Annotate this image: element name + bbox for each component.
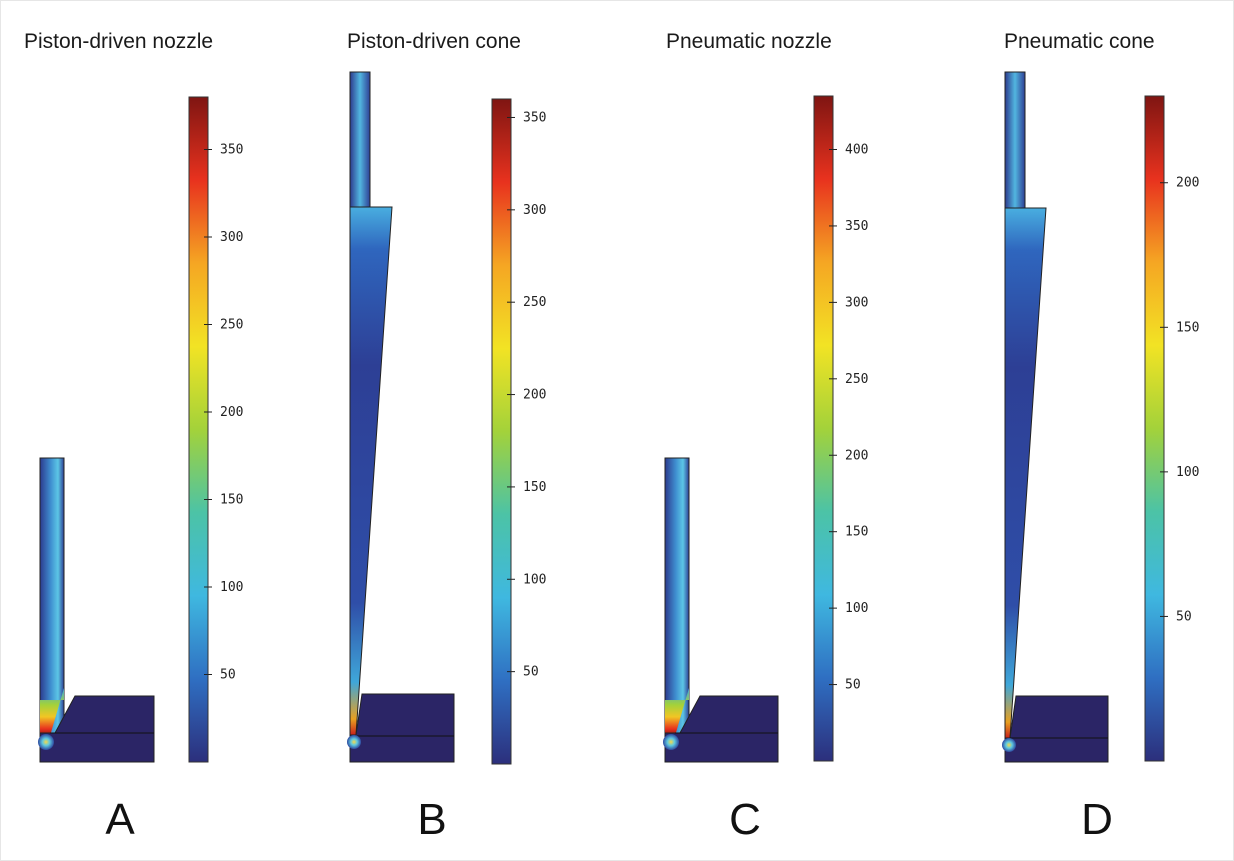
panel-b-colorbar-tick-label: 100 bbox=[523, 572, 546, 587]
panel-c-colorbar: 50 100 150 200 250 300 350 400 bbox=[813, 95, 868, 762]
panel-a-nozzle-tip bbox=[40, 688, 64, 736]
panel-d-substrate-block bbox=[1004, 695, 1109, 763]
panel-a-colorbar-tick-label: 150 bbox=[220, 493, 243, 508]
panel-c-letter: C bbox=[729, 795, 761, 844]
panel-b-cone-stem bbox=[349, 71, 371, 208]
panel-c-colorbar-tick-label: 300 bbox=[845, 295, 868, 310]
panel-a-colorbar-tick-label: 100 bbox=[220, 580, 243, 595]
panel-b-colorbar-scale bbox=[491, 98, 512, 765]
panel-a-colorbar-scale bbox=[188, 96, 209, 763]
panel-c-hotspot bbox=[663, 734, 679, 750]
panel-a-geometry bbox=[38, 457, 155, 763]
panel-d-cone-stem bbox=[1004, 71, 1026, 209]
panel-b-geometry bbox=[347, 71, 455, 763]
panel-c-title: Pneumatic nozzle bbox=[666, 30, 832, 53]
panel-b-colorbar-tick-label: 50 bbox=[523, 665, 539, 680]
panel-c-colorbar-tick-label: 400 bbox=[845, 143, 868, 158]
panel-d-colorbar-tick-label: 150 bbox=[1176, 320, 1199, 335]
panel-d-letter: D bbox=[1081, 795, 1113, 844]
panel-a-colorbar-tick-label: 200 bbox=[220, 405, 243, 420]
panel-a-title: Piston-driven nozzle bbox=[24, 30, 214, 53]
panel-d-colorbar-tick-label: 100 bbox=[1176, 465, 1199, 480]
panel-a-nozzle-column bbox=[39, 457, 65, 734]
panel-a-colorbar: 50 100 150 200 250 300 350 bbox=[188, 96, 243, 763]
panel-c-colorbar-tick-label: 50 bbox=[845, 678, 861, 693]
panel-d-geometry bbox=[1002, 71, 1109, 763]
panel-b-letter: B bbox=[417, 795, 447, 844]
panel-d-colorbar-tick-label: 200 bbox=[1176, 176, 1199, 191]
panel-c-colorbar-tick-label: 250 bbox=[845, 372, 868, 387]
panel-a-colorbar-tick-label: 250 bbox=[220, 318, 243, 333]
panel-a-colorbar-tick-label: 50 bbox=[220, 668, 236, 683]
panel-c-colorbar-scale bbox=[813, 95, 834, 762]
panel-c-colorbar-tick-label: 200 bbox=[845, 448, 868, 463]
panel-a-hotspot bbox=[38, 734, 54, 750]
panel-d-title: Pneumatic cone bbox=[1004, 30, 1155, 53]
panel-b-hotspot bbox=[347, 735, 361, 749]
panel-c-colorbar-tick-label: 150 bbox=[845, 525, 868, 540]
panel-c-colorbar-tick-label: 350 bbox=[845, 219, 868, 234]
panel-c-nozzle-column bbox=[664, 457, 690, 734]
panel-c-colorbar-tick-label: 100 bbox=[845, 601, 868, 616]
panel-d-colorbar-tick-label: 50 bbox=[1176, 609, 1192, 624]
panel-b-colorbar-tick-label: 150 bbox=[523, 480, 546, 495]
panel-b-colorbar: 50 100 150 200 250 300 350 bbox=[491, 98, 546, 765]
panel-b-colorbar-tick-label: 350 bbox=[523, 110, 546, 125]
panel-a-colorbar-tick-label: 300 bbox=[220, 230, 243, 245]
panel-b-colorbar-tick-label: 250 bbox=[523, 295, 546, 310]
panel-b-colorbar-tick-label: 300 bbox=[523, 203, 546, 218]
panel-c-nozzle-tip bbox=[665, 688, 689, 736]
panel-d-colorbar: 50 100 150 200 bbox=[1144, 95, 1199, 762]
panel-b-title: Piston-driven cone bbox=[347, 30, 521, 53]
panel-c-geometry bbox=[663, 457, 779, 763]
panel-c-substrate-block bbox=[664, 695, 779, 763]
panel-b-colorbar-tick-label: 200 bbox=[523, 388, 546, 403]
panel-a-substrate-block bbox=[39, 695, 155, 763]
panel-b-substrate-block bbox=[349, 693, 455, 763]
panel-d-hotspot bbox=[1002, 738, 1016, 752]
colorbars: 50 100 150 200 250 300 350 50 100 150 200 250 300 350… bbox=[188, 95, 1199, 765]
panel-d-colorbar-scale bbox=[1144, 95, 1165, 762]
panel-a-colorbar-tick-label: 350 bbox=[220, 143, 243, 158]
panel-a-letter: A bbox=[105, 795, 135, 844]
